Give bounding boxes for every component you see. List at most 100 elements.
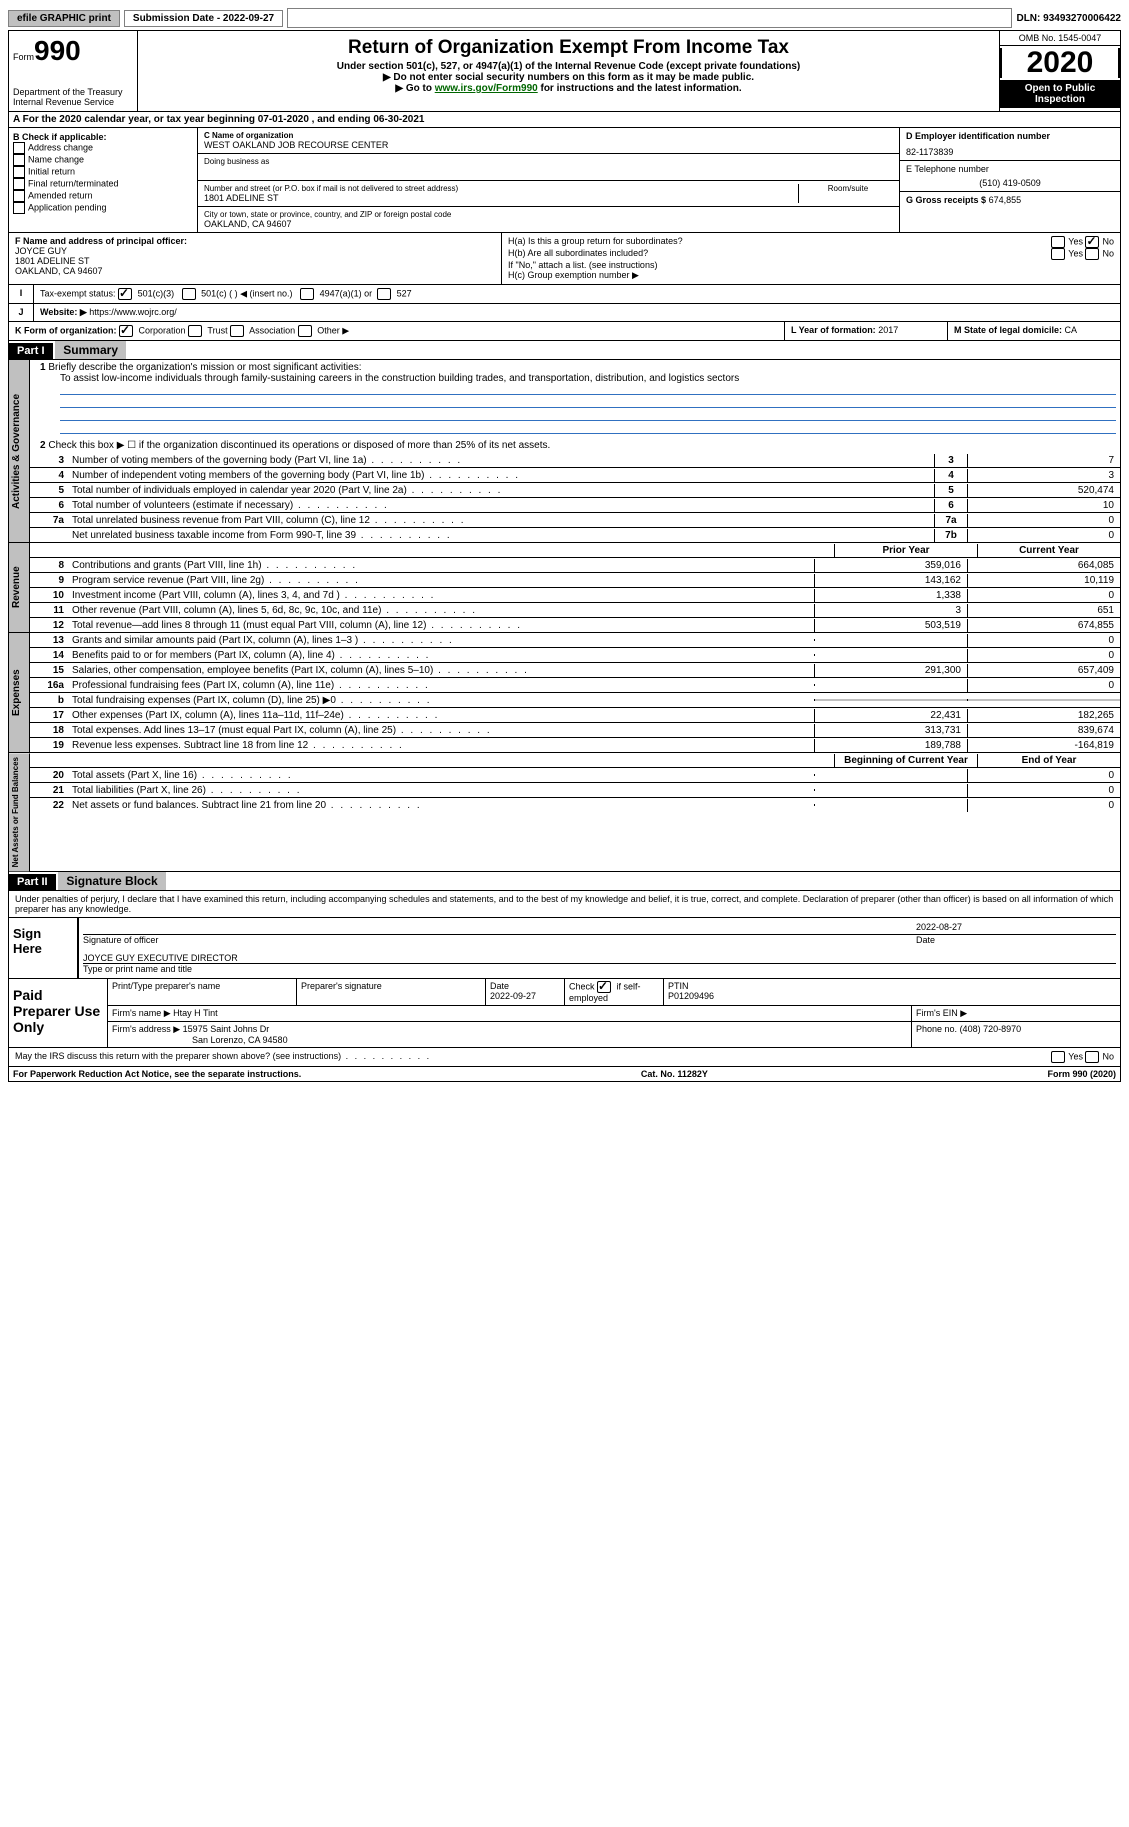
- part2-label: Part II: [9, 874, 56, 890]
- row-i: I Tax-exempt status: 501(c)(3) 501(c) ( …: [8, 285, 1121, 304]
- footer: For Paperwork Reduction Act Notice, see …: [8, 1067, 1121, 1082]
- table-row: 3Number of voting members of the governi…: [30, 453, 1120, 468]
- table-row: 17Other expenses (Part IX, column (A), l…: [30, 708, 1120, 723]
- submission-button[interactable]: Submission Date - 2022-09-27: [124, 10, 283, 27]
- table-row: 19Revenue less expenses. Subtract line 1…: [30, 738, 1120, 752]
- room-label: Room/suite: [799, 184, 893, 203]
- officer-group-row: F Name and address of principal officer:…: [8, 233, 1121, 285]
- cb-self-employed[interactable]: [597, 981, 611, 993]
- may-irs-checkboxes[interactable]: Yes No: [1051, 1051, 1114, 1063]
- table-row: bTotal fundraising expenses (Part IX, co…: [30, 693, 1120, 708]
- cb-other[interactable]: [298, 325, 312, 337]
- right-boxes: D Employer identification number 82-1173…: [900, 128, 1120, 232]
- cb-527[interactable]: [377, 288, 391, 300]
- table-row: 12Total revenue—add lines 8 through 11 (…: [30, 618, 1120, 632]
- cb-corporation[interactable]: [119, 325, 133, 337]
- row-j: J Website: ▶ https://www.wojrc.org/: [8, 304, 1121, 322]
- table-row: 13Grants and similar amounts paid (Part …: [30, 633, 1120, 648]
- vert-expenses: Expenses: [9, 633, 30, 752]
- cb-4947[interactable]: [300, 288, 314, 300]
- top-bar: efile GRAPHIC print Submission Date - 20…: [8, 8, 1121, 28]
- sign-here-block: Sign Here 2022-08-27 Signature of office…: [8, 918, 1121, 979]
- table-row: 21Total liabilities (Part X, line 26)0: [30, 783, 1120, 798]
- ein-value: 82-1173839: [906, 141, 1114, 157]
- q2-text: Check this box ▶ ☐ if the organization d…: [48, 440, 550, 451]
- note2: ▶ Go to www.irs.gov/Form990 for instruct…: [146, 83, 991, 94]
- table-row: 7aTotal unrelated business revenue from …: [30, 513, 1120, 528]
- sig-date-value: 2022-08-27: [916, 922, 1116, 932]
- firm-addr-cell: Firm's address ▶ 15975 Saint Johns Dr Sa…: [107, 1022, 911, 1047]
- sig-name-label: Type or print name and title: [83, 964, 1116, 974]
- tax-year: 2020: [1002, 48, 1118, 78]
- part1-label: Part I: [9, 343, 53, 359]
- form-label: Form: [13, 52, 34, 62]
- form-number: 990: [34, 35, 81, 66]
- table-row: 18Total expenses. Add lines 13–17 (must …: [30, 723, 1120, 738]
- efile-button[interactable]: efile GRAPHIC print: [8, 10, 120, 27]
- part2-header-row: Part II Signature Block: [8, 872, 1121, 891]
- l-value: 2017: [878, 325, 898, 335]
- ptin-cell: PTINP01209496: [663, 979, 1120, 1005]
- sig-name: JOYCE GUY EXECUTIVE DIRECTOR: [83, 953, 1116, 964]
- org-name: WEST OAKLAND JOB RECOURSE CENTER: [204, 140, 893, 150]
- cb-address-change[interactable]: Address change: [13, 142, 193, 154]
- sig-placeholder[interactable]: [83, 922, 916, 932]
- revenue-section: Revenue Prior Year Current Year 8Contrib…: [8, 543, 1121, 633]
- table-row: 20Total assets (Part X, line 16)0: [30, 768, 1120, 783]
- officer-label: F Name and address of principal officer:: [15, 236, 495, 246]
- expenses-content: 13Grants and similar amounts paid (Part …: [30, 633, 1120, 752]
- firm-ein-cell: Firm's EIN ▶: [911, 1006, 1120, 1021]
- table-row: 4Number of independent voting members of…: [30, 468, 1120, 483]
- section-a: A For the 2020 calendar year, or tax yea…: [8, 112, 1121, 128]
- expenses-section: Expenses 13Grants and similar amounts pa…: [8, 633, 1121, 753]
- form-ref: Form 990 (2020): [1047, 1069, 1116, 1079]
- table-row: 9Program service revenue (Part VIII, lin…: [30, 573, 1120, 588]
- may-irs-text: May the IRS discuss this return with the…: [15, 1051, 431, 1063]
- year-box: 2020: [1000, 48, 1120, 78]
- cb-name-change[interactable]: Name change: [13, 154, 193, 166]
- vert-revenue: Revenue: [9, 543, 30, 632]
- box-l: L Year of formation: 2017: [785, 322, 948, 340]
- cb-final-return[interactable]: Final return/terminated: [13, 178, 193, 190]
- cb-application-pending[interactable]: Application pending: [13, 202, 193, 214]
- addr-label: Number and street (or P.O. box if mail i…: [204, 184, 794, 193]
- prep-name-label: Print/Type preparer's name: [107, 979, 296, 1005]
- table-row: 10Investment income (Part VIII, column (…: [30, 588, 1120, 603]
- table-row: 6Total number of volunteers (estimate if…: [30, 498, 1120, 513]
- m-label: M State of legal domicile:: [954, 325, 1062, 335]
- q1-label: Briefly describe the organization's miss…: [48, 362, 361, 373]
- dept-label: Department of the TreasuryInternal Reven…: [13, 87, 133, 107]
- q2-row: 2 Check this box ▶ ☐ if the organization…: [30, 438, 1120, 453]
- hb-checkboxes[interactable]: Yes No: [1051, 248, 1114, 260]
- website-value: https://www.wojrc.org/: [89, 307, 177, 317]
- firm-phone-cell: Phone no. (408) 720-8970: [911, 1022, 1120, 1047]
- hc-label: H(c) Group exemption number ▶: [508, 270, 1114, 281]
- sig-officer-label: Signature of officer: [83, 935, 916, 945]
- netassets-content: Beginning of Current Year End of Year 20…: [30, 753, 1120, 871]
- status-label-text: Tax-exempt status:: [40, 288, 116, 298]
- form990-link[interactable]: www.irs.gov/Form990: [435, 83, 538, 94]
- table-row: 11Other revenue (Part VIII, column (A), …: [30, 603, 1120, 618]
- underline: [60, 384, 1116, 395]
- website-label: Website: ▶: [40, 307, 87, 317]
- box-k: K Form of organization: Corporation Trus…: [9, 322, 785, 340]
- tax-exempt-status: Tax-exempt status: 501(c)(3) 501(c) ( ) …: [34, 285, 1120, 303]
- website-row: Website: ▶ https://www.wojrc.org/: [34, 304, 1120, 321]
- governance-section: Activities & Governance 1 Briefly descri…: [8, 360, 1121, 543]
- cb-association[interactable]: [230, 325, 244, 337]
- box-h: H(a) Is this a group return for subordin…: [502, 233, 1120, 284]
- cb-initial-return[interactable]: Initial return: [13, 166, 193, 178]
- box-b: B Check if applicable: Address change Na…: [9, 128, 198, 232]
- current-year-header: Current Year: [977, 544, 1120, 557]
- table-row: Net unrelated business taxable income fr…: [30, 528, 1120, 542]
- part1-title: Summary: [55, 341, 126, 359]
- note2-pre: ▶ Go to: [395, 83, 434, 94]
- ha-checkboxes[interactable]: Yes No: [1051, 236, 1114, 248]
- column-headers-net: Beginning of Current Year End of Year: [30, 753, 1120, 768]
- cb-trust[interactable]: [188, 325, 202, 337]
- cb-501c[interactable]: [182, 288, 196, 300]
- cb-amended-return[interactable]: Amended return: [13, 190, 193, 202]
- cb-501c3[interactable]: [118, 288, 132, 300]
- city-label: City or town, state or province, country…: [204, 210, 893, 219]
- row-klm: K Form of organization: Corporation Trus…: [8, 322, 1121, 341]
